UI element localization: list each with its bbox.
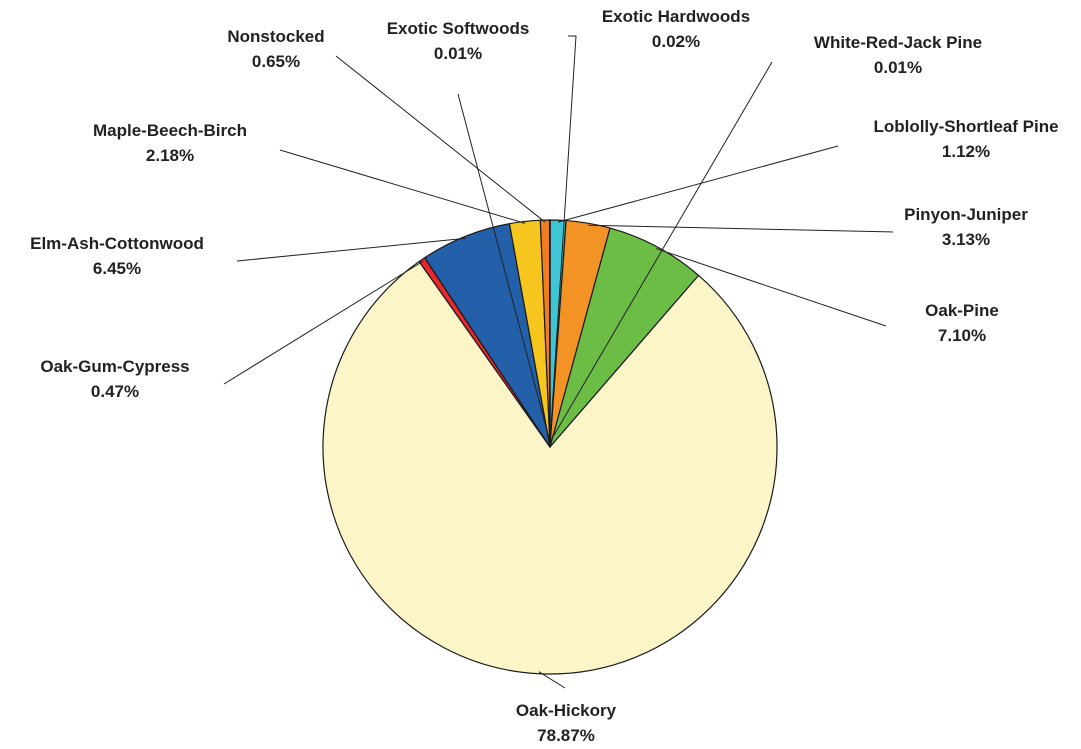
leader-line-elm-ash-cottonwood xyxy=(236,237,467,262)
pie-slice-oak-hickory xyxy=(322,260,778,675)
slice-label-white-red-jack-pine: White-Red-Jack Pine xyxy=(814,33,982,52)
slice-value-oak-pine: 7.10% xyxy=(938,326,986,345)
slice-value-pinyon-juniper: 3.13% xyxy=(942,230,990,249)
slice-value-exotic-hardwoods: 0.02% xyxy=(652,32,700,51)
slice-value-loblolly-shortleaf-pine: 1.12% xyxy=(942,142,990,161)
slice-label-nonstocked: Nonstocked xyxy=(227,27,324,46)
leader-line-oak-pine xyxy=(655,248,887,327)
leader-lines xyxy=(223,35,894,689)
slice-label-maple-beech-birch: Maple-Beech-Birch xyxy=(93,121,247,140)
slice-label-loblolly-shortleaf-pine: Loblolly-Shortleaf Pine xyxy=(873,117,1058,136)
slice-value-nonstocked: 0.65% xyxy=(252,52,300,71)
slice-label-oak-pine: Oak-Pine xyxy=(925,301,999,320)
leader-line-loblolly-shortleaf-pine xyxy=(557,145,839,223)
slice-value-white-red-jack-pine: 0.01% xyxy=(874,58,922,77)
slice-label-pinyon-juniper: Pinyon-Juniper xyxy=(904,205,1028,224)
pie-slice-oak-pine xyxy=(549,227,700,448)
slice-value-oak-hickory: 78.87% xyxy=(537,726,595,745)
slice-labels: White-Red-Jack Pine 0.01% Loblolly-Shortle… xyxy=(30,7,1058,745)
slice-label-exotic-softwoods: Exotic Softwoods xyxy=(387,19,530,38)
slice-label-oak-hickory: Oak-Hickory xyxy=(516,701,617,720)
leader-line-oak-hickory xyxy=(538,671,566,689)
leader-line-exotic-hardwoods xyxy=(549,35,577,443)
leader-line-maple-beech-birch xyxy=(279,149,526,224)
slice-value-maple-beech-birch: 2.18% xyxy=(146,146,194,165)
slice-value-exotic-softwoods: 0.01% xyxy=(434,44,482,63)
leader-line-nonstocked xyxy=(335,55,546,223)
slice-label-exotic-hardwoods: Exotic Hardwoods xyxy=(602,7,750,26)
pie-slices xyxy=(322,219,778,675)
slice-label-elm-ash-cottonwood: Elm-Ash-Cottonwood xyxy=(30,234,204,253)
leader-line-oak-gum-cypress xyxy=(223,260,424,385)
leader-line-white-red-jack-pine xyxy=(549,61,773,443)
leader-line-exotic-softwoods xyxy=(457,93,551,443)
slice-value-oak-gum-cypress: 0.47% xyxy=(91,382,139,401)
slice-value-elm-ash-cottonwood: 6.45% xyxy=(93,259,141,278)
slice-label-oak-gum-cypress: Oak-Gum-Cypress xyxy=(40,357,189,376)
leader-line-pinyon-juniper xyxy=(587,224,894,233)
